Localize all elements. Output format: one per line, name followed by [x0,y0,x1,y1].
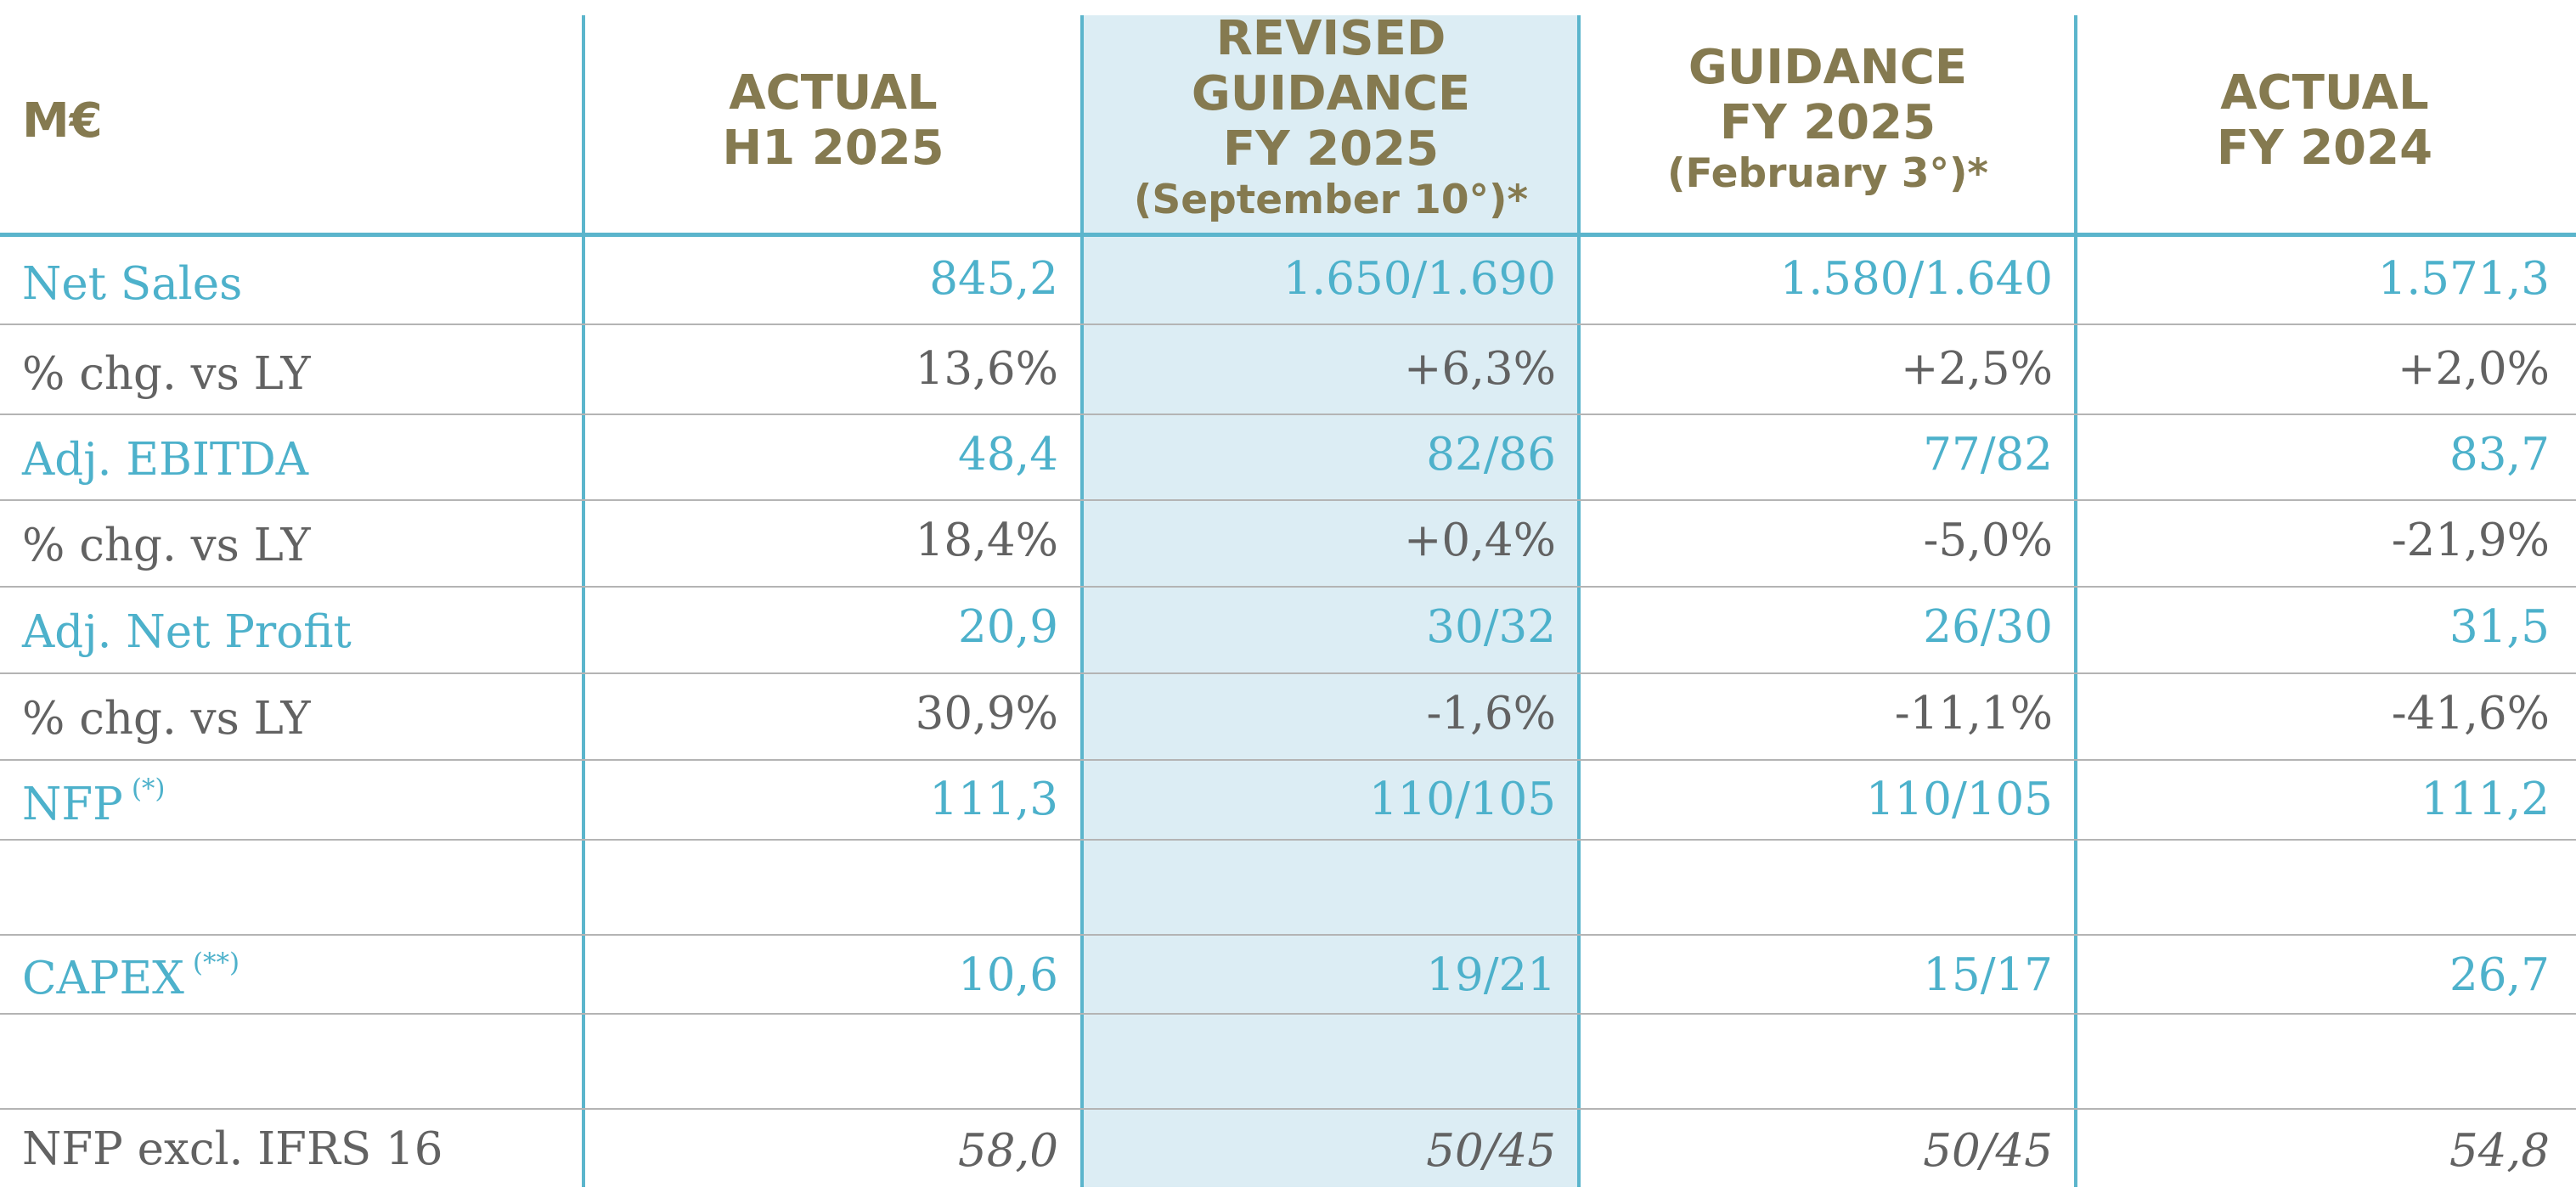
row-label-text: CAPEX [22,953,184,1004]
footnote-marker: (*) [131,774,166,804]
column-header-actual-h1-2025: ACTUAL H1 2025 [586,65,1080,177]
table-cell: -1,6% [1426,688,1556,740]
table-cell: -11,1% [1894,688,2053,740]
table-cell: 845,2 [929,253,1058,305]
footnote-marker: (**) [192,948,240,978]
row-label-pct-change: % chg. vs LY [22,348,311,400]
table-cell: 10,6 [957,949,1058,1001]
table-cell: -41,6% [2391,688,2550,740]
table-cell: +6,3% [1403,343,1556,395]
table-cell: 26,7 [2449,949,2550,1001]
table-cell: +2,5% [1900,343,2053,395]
table-cell: 1.571,3 [2377,253,2550,305]
header-line: H1 2025 [722,120,944,176]
header-line: FY 2025 [1222,121,1440,177]
table-cell: 30,9% [915,688,1058,740]
header-line: GUIDANCE [1688,40,1968,95]
row-label-adj-ebitda: Adj. EBITDA [22,434,309,486]
table-cell: 50/45 [1923,1125,2053,1177]
table-cell: 26/30 [1923,601,2053,653]
row-divider [0,1013,2576,1015]
row-divider [0,414,2576,415]
header-rule [0,233,2576,237]
table-cell: 13,6% [915,343,1058,395]
table-cell: 31,5 [2449,601,2550,653]
row-label-capex: CAPEX (**) [22,948,240,1004]
highlighted-revised-guidance-column [1082,15,1578,1187]
row-label-pct-change: % chg. vs LY [22,693,311,745]
row-divider [0,324,2576,325]
row-label-nfp-excl-ifrs16: NFP excl. IFRS 16 [22,1123,443,1175]
row-divider [0,934,2576,936]
column-divider [2074,15,2077,1187]
table-cell: 111,3 [929,774,1058,825]
column-header-revised-guidance: REVISED GUIDANCE FY 2025 (September 10°)… [1084,11,1578,223]
table-cell: 82/86 [1426,429,1556,481]
column-header-guidance-fy-2025: GUIDANCE FY 2025 (February 3°)* [1581,40,2075,197]
header-line: REVISED [1215,11,1446,66]
table-cell: 30/32 [1426,601,1556,653]
table-cell: 83,7 [2449,429,2550,481]
row-divider [0,839,2576,841]
table-cell: 18,4% [915,515,1058,566]
row-label-pct-change: % chg. vs LY [22,520,311,571]
column-header-actual-fy-2024: ACTUAL FY 2024 [2077,65,2572,177]
table-cell: 1.580/1.640 [1779,253,2053,305]
table-cell: 111,2 [2421,774,2550,825]
table-cell: 15/17 [1923,949,2053,1001]
header-line: FY 2024 [2216,120,2433,176]
header-line: GUIDANCE [1191,65,1471,121]
table-cell: 54,8 [2449,1125,2550,1177]
header-line: (September 10°)* [1133,176,1529,223]
table-cell: 1.650/1.690 [1282,253,1556,305]
table-cell: -5,0% [1923,515,2053,566]
column-divider [1080,15,1084,1187]
table-cell: 19/21 [1426,949,1556,1001]
table-cell: +2,0% [2397,343,2550,395]
row-divider [0,672,2576,674]
table-cell: 58,0 [957,1125,1058,1177]
row-label-adj-net-profit: Adj. Net Profit [22,606,352,658]
table-cell: -21,9% [2391,515,2550,566]
table-cell: 20,9 [957,601,1058,653]
row-divider [0,499,2576,501]
table-cell: 110/105 [1368,774,1556,825]
row-label-net-sales: Net Sales [22,258,243,310]
table-cell: 50/45 [1426,1125,1556,1177]
header-line: FY 2025 [1719,94,1936,150]
column-divider [582,15,585,1187]
header-line: ACTUAL [2220,65,2429,121]
table-cell: 77/82 [1923,429,2053,481]
row-divider [0,586,2576,588]
table-cell: 48,4 [957,429,1058,481]
header-line: (February 3°)* [1667,149,1988,197]
column-divider [1577,15,1581,1187]
row-label-nfp: NFP (*) [22,774,166,830]
row-divider [0,759,2576,761]
row-label-text: NFP [22,779,123,830]
table-cell: +0,4% [1403,515,1556,566]
unit-label: M€ [22,93,103,149]
header-line: ACTUAL [729,65,938,121]
row-divider [0,1108,2576,1110]
table-cell: 110/105 [1865,774,2053,825]
